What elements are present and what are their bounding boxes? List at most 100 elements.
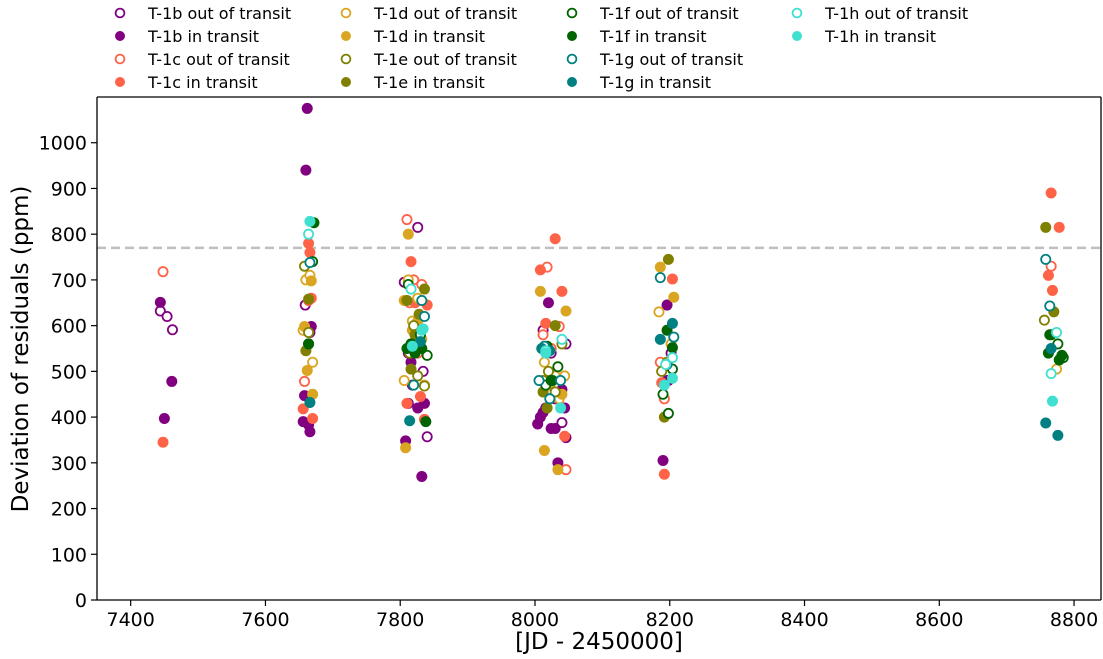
data-point — [653, 306, 665, 318]
data-point — [154, 296, 166, 308]
x-tick-label: 7600 — [241, 609, 289, 631]
data-point — [398, 375, 410, 387]
data-point — [534, 264, 546, 276]
data-point — [304, 426, 316, 438]
data-point — [158, 412, 170, 424]
y-axis-label: Deviation of residuals (ppm) — [8, 186, 34, 513]
data-point — [412, 370, 424, 382]
data-point — [657, 455, 669, 467]
legend-label: T-1b in transit — [147, 27, 259, 46]
data-point — [414, 391, 426, 403]
data-point — [1045, 187, 1057, 199]
data-point — [1053, 221, 1065, 233]
data-point — [418, 283, 430, 295]
y-tick-label: 400 — [51, 407, 87, 429]
data-point — [405, 256, 417, 268]
legend-marker — [115, 31, 125, 41]
legend-label: T-1e out of transit — [373, 50, 517, 69]
data-point — [1040, 417, 1052, 429]
data-point — [402, 228, 414, 240]
data-point — [418, 380, 430, 392]
data-point — [401, 214, 413, 226]
data-point — [540, 317, 552, 329]
data-point — [301, 102, 313, 114]
legend-label: T-1d out of transit — [373, 4, 517, 23]
y-tick-label: 100 — [51, 544, 87, 566]
data-point — [654, 261, 666, 273]
legend-label: T-1e in transit — [373, 73, 485, 92]
legend-label: T-1f in transit — [599, 27, 707, 46]
data-point — [537, 329, 549, 341]
x-tick-label: 8400 — [780, 609, 828, 631]
data-point — [538, 356, 550, 368]
data-point — [658, 379, 670, 391]
legend-marker — [566, 7, 578, 19]
data-point — [658, 468, 670, 480]
y-tick-label: 900 — [51, 178, 87, 200]
data-point — [545, 375, 557, 387]
data-point — [542, 297, 554, 309]
legend-marker — [115, 77, 125, 87]
x-tick-label: 7400 — [107, 609, 155, 631]
legend-label: T-1f out of transit — [599, 4, 739, 23]
data-point — [161, 310, 173, 322]
data-point — [1044, 300, 1056, 312]
data-point — [414, 336, 426, 348]
legend-label: T-1d in transit — [373, 27, 485, 46]
data-point — [549, 233, 561, 245]
legend-marker — [341, 77, 351, 87]
data-point — [1046, 284, 1058, 296]
legend-marker — [791, 7, 803, 19]
y-tick-label: 1000 — [39, 133, 87, 155]
data-point — [654, 333, 666, 345]
data-point — [559, 430, 571, 442]
data-point — [305, 275, 317, 287]
data-point — [303, 228, 315, 240]
data-point — [556, 333, 568, 345]
x-tick-label: 8800 — [1050, 609, 1098, 631]
data-point — [1040, 253, 1052, 265]
x-tick-label: 8200 — [646, 609, 694, 631]
data-point — [666, 372, 678, 384]
data-point — [661, 299, 673, 311]
y-tick-label: 0 — [75, 590, 87, 612]
data-point — [400, 442, 412, 454]
data-point — [666, 317, 678, 329]
legend-label: T-1g out of transit — [599, 50, 743, 69]
data-point — [1040, 221, 1052, 233]
data-point — [157, 266, 169, 278]
data-point — [401, 397, 413, 409]
x-tick-label: 8000 — [511, 609, 559, 631]
data-point — [1056, 349, 1068, 361]
data-point — [544, 393, 556, 405]
y-tick-label: 600 — [51, 316, 87, 338]
data-point — [412, 221, 424, 233]
data-point — [304, 396, 316, 408]
data-point — [654, 272, 666, 284]
data-point — [662, 407, 674, 419]
data-point — [1051, 326, 1063, 338]
data-point — [303, 338, 315, 350]
legend-marker — [114, 53, 126, 65]
data-point — [556, 417, 568, 429]
data-point — [555, 402, 567, 414]
data-point — [560, 305, 572, 317]
data-point — [657, 388, 669, 400]
data-point — [555, 375, 567, 387]
legend-label: T-1b out of transit — [147, 4, 291, 23]
legend-marker — [340, 7, 352, 19]
data-point — [420, 416, 432, 428]
legend-label: T-1c out of transit — [147, 50, 290, 69]
data-point — [307, 412, 319, 424]
data-point — [660, 359, 672, 371]
data-point — [299, 375, 311, 387]
data-point — [418, 310, 430, 322]
data-point — [1052, 429, 1064, 441]
data-point — [549, 386, 561, 398]
data-point — [416, 294, 428, 306]
data-point — [417, 323, 429, 335]
legend-label: T-1h out of transit — [824, 4, 968, 23]
data-point — [666, 342, 678, 354]
data-point — [540, 347, 552, 359]
